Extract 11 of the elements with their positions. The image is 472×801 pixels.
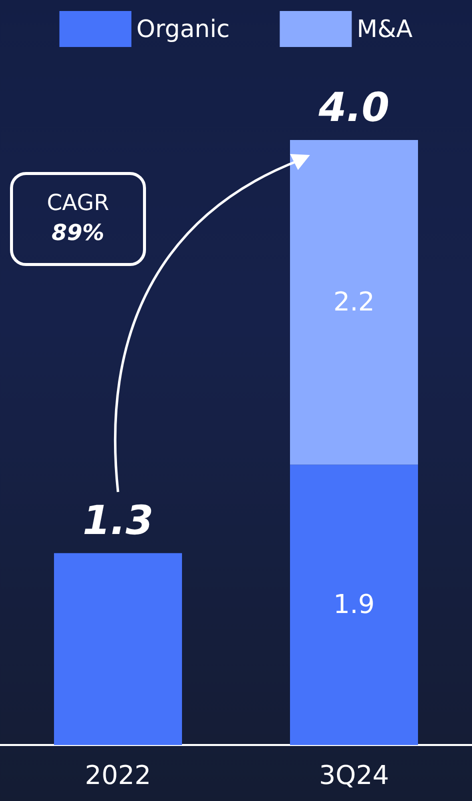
x-tick-label: 3Q24	[318, 761, 390, 791]
total-label: 4.0	[318, 85, 390, 131]
rounded-box: CAGR 89%	[10, 172, 146, 266]
data-label: 1.9	[333, 590, 375, 620]
data-label: 2.2	[333, 287, 375, 318]
total-label: 1.3	[82, 498, 154, 544]
legend-label: Organic	[136, 15, 230, 43]
x-tick-label: 2022	[84, 761, 152, 791]
legend-label: M&A	[356, 15, 414, 43]
annotation: CAGR	[46, 190, 110, 218]
annotation: 89%	[50, 220, 106, 248]
